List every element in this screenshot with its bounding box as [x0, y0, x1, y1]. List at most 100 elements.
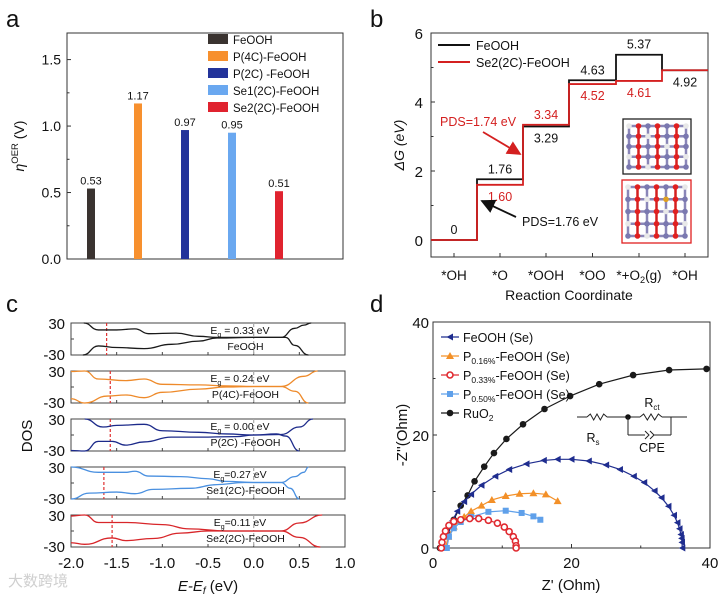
atom — [663, 220, 669, 227]
bar-value-label: 0.95 — [221, 120, 242, 132]
atom — [682, 208, 688, 215]
step-value-label: 3.29 — [534, 131, 558, 145]
x-tick-label: -0.5 — [195, 555, 221, 572]
bandgap-label: Eg = 0.00 eV — [210, 421, 269, 435]
bar-2 — [181, 130, 189, 259]
text-part: (g) — [645, 268, 662, 283]
dos-curve-lower — [82, 336, 309, 356]
atom — [653, 208, 660, 215]
atom — [654, 133, 661, 140]
y-tick-label: 30 — [48, 316, 65, 333]
step-value-label: 0 — [451, 223, 458, 237]
subscript: g — [217, 380, 221, 387]
text-part: =0.11 eV — [225, 517, 267, 529]
dos-subplot-2: 30 -30 Eg = 0.00 eV P(2C) -FeOOH — [43, 412, 346, 460]
atom — [683, 123, 689, 129]
data-point — [491, 472, 499, 480]
text-part: -FeOOH (Se) — [495, 369, 569, 383]
legend-marker — [446, 333, 453, 341]
data-point — [453, 507, 461, 515]
panel-a-bar-chart: 0.0 0.5 1.0 1.5 0.53 FeOOH 1.17 P(4C)-FeOOH 0.97… — [10, 32, 344, 267]
data-point — [501, 492, 510, 500]
step-value-label: 1.76 — [488, 162, 512, 176]
atom — [672, 233, 679, 239]
data-point — [512, 544, 520, 552]
data-point — [445, 533, 452, 540]
y-tick-label: -30 — [43, 347, 65, 364]
text-part: *OH — [441, 268, 467, 283]
atom — [644, 220, 650, 227]
data-point — [676, 525, 683, 533]
text-part: = 0.33 eV — [221, 325, 269, 337]
cpe-label: CPE — [639, 441, 665, 455]
legend-label: Se2(2C)-FeOOH — [233, 103, 319, 115]
x-tick-label: *+O2(g) — [616, 268, 661, 285]
atom — [635, 123, 642, 129]
y-tick-label: 40 — [412, 315, 429, 332]
text-part: -FeOOH (Se) — [495, 388, 569, 402]
legend-swatch — [208, 102, 228, 112]
atom — [653, 220, 660, 227]
y-tick-label: 6 — [415, 26, 423, 43]
rct-label: Rct — [644, 396, 660, 412]
text-part: η — [11, 163, 27, 171]
bandgap-label: Eg=0.11 eV — [214, 517, 266, 531]
y-axis-label: ΔG (eV) — [391, 120, 407, 172]
atom — [672, 196, 679, 203]
legend-label: RuO2 — [463, 407, 494, 423]
data-point — [493, 519, 502, 527]
atom — [626, 164, 632, 170]
text-part: R — [586, 431, 595, 445]
text-part: FeOOH (Se) — [463, 331, 533, 345]
legend-label: Se1(2C)-FeOOH — [233, 86, 319, 98]
pds-arrow-black — [480, 199, 517, 218]
atom — [635, 133, 642, 140]
dos-subplot-1: 30 -30 Eg = 0.24 eV P(4C)-FeOOH — [43, 364, 346, 412]
atom — [664, 133, 670, 140]
subscript: s — [596, 438, 600, 447]
y-tick-label: 4 — [415, 95, 423, 112]
step-value-label: 3.34 — [534, 108, 558, 122]
x-tick-label: *OH — [441, 268, 467, 283]
dos-subplot-3: 30 -30 Eg=0.27 eV Se1(2C)-FeOOH — [43, 460, 346, 508]
step-value-label: 1.60 — [488, 190, 512, 204]
legend-swatch — [208, 34, 228, 44]
y-tick-label: 1.0 — [42, 118, 62, 134]
text-part: -FeOOH (Se) — [495, 350, 569, 364]
legend-marker — [446, 409, 454, 417]
data-point — [443, 545, 450, 551]
legend-swatch — [208, 85, 228, 95]
subscript: g — [217, 428, 221, 435]
y-tick-label: 0 — [415, 233, 423, 250]
atom — [664, 123, 670, 129]
atom — [634, 196, 641, 203]
inset-structure-feooh — [622, 118, 692, 175]
legend-marker — [446, 352, 454, 359]
data-point — [505, 465, 513, 473]
data-point — [616, 465, 623, 473]
data-point — [465, 514, 474, 523]
atom — [682, 220, 688, 227]
text-part: = 0.00 eV — [221, 421, 269, 433]
atom — [683, 143, 689, 150]
y-axis-label: -Z''(Ohm) — [394, 404, 411, 466]
text-part: E-E — [178, 578, 204, 595]
atom — [625, 220, 631, 227]
step-value-label: 5.37 — [627, 38, 651, 52]
legend-label: P0.33%-FeOOH (Se) — [463, 369, 570, 385]
atom — [683, 133, 689, 140]
data-point — [658, 494, 665, 502]
rs-label: Rs — [586, 431, 599, 447]
dos-curve-upper — [70, 370, 318, 388]
atom — [625, 208, 631, 215]
data-point — [477, 501, 486, 509]
atom — [634, 220, 641, 227]
data-point — [566, 392, 574, 400]
atom — [654, 143, 661, 150]
data-point — [445, 521, 453, 530]
step-value-label: 4.52 — [580, 89, 604, 103]
series-2 — [437, 514, 520, 552]
superscript: OER — [10, 143, 21, 164]
